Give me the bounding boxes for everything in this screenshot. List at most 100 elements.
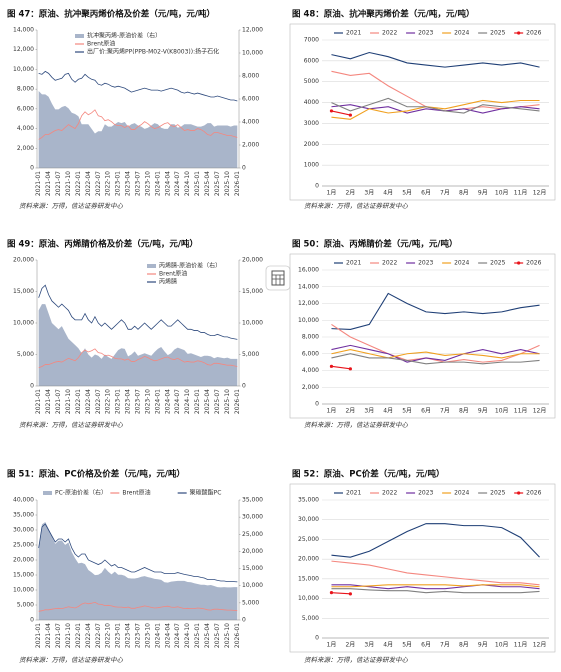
x-tick-label: 1月 (327, 190, 337, 197)
x-tick-label: 8月 (459, 190, 469, 197)
x-tick-label: 6月 (421, 408, 431, 415)
chart-title: 图 52：原油、PC价差（元/吨，元/吨） (292, 469, 444, 480)
x-tick-label: 2025-04 (204, 623, 211, 648)
y-tick-label: 0 (30, 617, 34, 624)
x-tick-label: 2021-07 (55, 171, 62, 196)
legend-label: PC-原油价差（右） (55, 489, 107, 497)
x-tick-label: 2021-10 (65, 623, 72, 648)
x-tick-label: 12月 (533, 190, 547, 197)
x-tick-label: 2021-07 (55, 623, 62, 648)
y2-tick-label: 0 (242, 165, 246, 172)
line-series (331, 99, 540, 120)
legend-label: 2025 (490, 260, 505, 267)
y2-tick-label: 10,000 (242, 320, 263, 327)
x-tick-label: 2022-07 (95, 389, 102, 414)
legend-marker (517, 491, 521, 495)
source-note: 资料来源：万得，信达证券研发中心 (304, 421, 409, 429)
x-tick-label: 2022-01 (75, 389, 82, 414)
x-tick-label: 2023-01 (115, 171, 122, 196)
legend-label: 2026 (526, 260, 541, 267)
x-tick-label: 2021-07 (55, 389, 62, 414)
x-tick-label: 2023-01 (115, 623, 122, 648)
x-tick-label: 2024-10 (184, 171, 191, 196)
legend-label: 2023 (418, 260, 433, 267)
x-tick-label: 2025-04 (204, 389, 211, 414)
x-tick-label: 2021-10 (65, 389, 72, 414)
y2-tick-label: 15,000 (242, 565, 263, 572)
x-tick-label: 2025-07 (214, 171, 221, 196)
x-tick-label: 2023-07 (135, 389, 142, 414)
x-tick-label: 2023-10 (144, 171, 151, 196)
x-tick-label: 5月 (402, 190, 412, 197)
x-tick-label: 12月 (533, 408, 547, 415)
x-tick-label: 2024-01 (154, 389, 161, 414)
x-tick-label: 2021-04 (45, 171, 52, 196)
x-tick-label: 4月 (383, 642, 393, 649)
line-series (331, 323, 540, 363)
y-tick-label: 0 (315, 635, 319, 642)
y-tick-label: 2,000 (302, 384, 319, 391)
x-tick-label: 2021-04 (45, 389, 52, 414)
chart-title: 图 47：原油、抗冲聚丙烯价格及价差（元/吨，元/吨） (7, 9, 215, 20)
y2-tick-label: 25,000 (242, 531, 263, 538)
y-tick-label: 20,000 (298, 556, 319, 563)
legend-label: 2023 (418, 490, 433, 497)
x-tick-label: 12月 (533, 642, 547, 649)
x-tick-label: 3月 (364, 190, 374, 197)
y-tick-label: 10,000 (298, 595, 319, 602)
y-tick-label: 8,000 (17, 86, 34, 93)
chart-title: 图 48：原油、抗冲聚丙烯价差（元/吨，元/吨） (292, 9, 475, 20)
x-tick-label: 2025-04 (204, 171, 211, 196)
x-tick-label: 2025-10 (224, 623, 231, 648)
table-icon[interactable] (265, 265, 291, 291)
x-tick-label: 7月 (440, 190, 450, 197)
y2-tick-label: 12,000 (242, 27, 263, 34)
line-series (38, 523, 238, 583)
x-tick-label: 9月 (478, 642, 488, 649)
y2-tick-label: 2,000 (242, 142, 259, 149)
x-tick-label: 5月 (402, 642, 412, 649)
legend-label: 2021 (346, 490, 361, 497)
y-tick-label: 4,000 (17, 125, 34, 132)
x-tick-label: 2024-04 (164, 389, 171, 414)
x-tick-label: 10月 (495, 190, 509, 197)
x-tick-label: 1月 (327, 642, 337, 649)
y2-tick-label: 30,000 (242, 514, 263, 521)
y-tick-label: 16,000 (298, 267, 319, 274)
legend-label: Brent原油 (87, 40, 115, 48)
area-series (38, 304, 238, 386)
x-tick-label: 2024-10 (184, 389, 191, 414)
area-series (38, 521, 238, 620)
x-tick-label: 4月 (383, 408, 393, 415)
line-series (331, 51, 540, 68)
x-tick-label: 7月 (440, 408, 450, 415)
y-tick-label: 14,000 (298, 283, 319, 290)
y-tick-label: 10,000 (298, 317, 319, 324)
x-tick-label: 6月 (421, 190, 431, 197)
y-tick-label: 4,000 (302, 367, 319, 374)
y-tick-label: 6000 (304, 57, 319, 64)
x-tick-label: 2025-01 (194, 623, 201, 648)
legend-label: 聚碳酸酯PC (190, 489, 222, 497)
chart-title: 图 49：原油、丙烯腈价格及价差（元/吨，元/吨） (7, 239, 198, 250)
line-series (38, 70, 238, 102)
y2-tick-label: 0 (242, 617, 246, 624)
point-marker (348, 367, 352, 371)
x-tick-label: 3月 (364, 408, 374, 415)
x-tick-label: 2025-10 (224, 389, 231, 414)
x-tick-label: 2022-04 (85, 171, 92, 196)
line-series (331, 348, 540, 359)
x-tick-label: 2021-04 (45, 623, 52, 648)
y-tick-label: 20,000 (13, 557, 34, 564)
legend-marker (517, 261, 521, 265)
y-tick-label: 30,000 (298, 516, 319, 523)
chart-frame (289, 253, 556, 419)
chart-frame (289, 23, 556, 201)
x-tick-label: 2021-01 (35, 623, 42, 648)
x-tick-label: 2023-07 (135, 171, 142, 196)
point-marker (329, 591, 334, 595)
x-tick-label: 2022-10 (105, 623, 112, 648)
line-series (331, 584, 540, 588)
y-tick-label: 4000 (304, 99, 319, 106)
chart-title: 图 51：原油、PC价格及价差（元/吨，元/吨） (7, 469, 185, 480)
